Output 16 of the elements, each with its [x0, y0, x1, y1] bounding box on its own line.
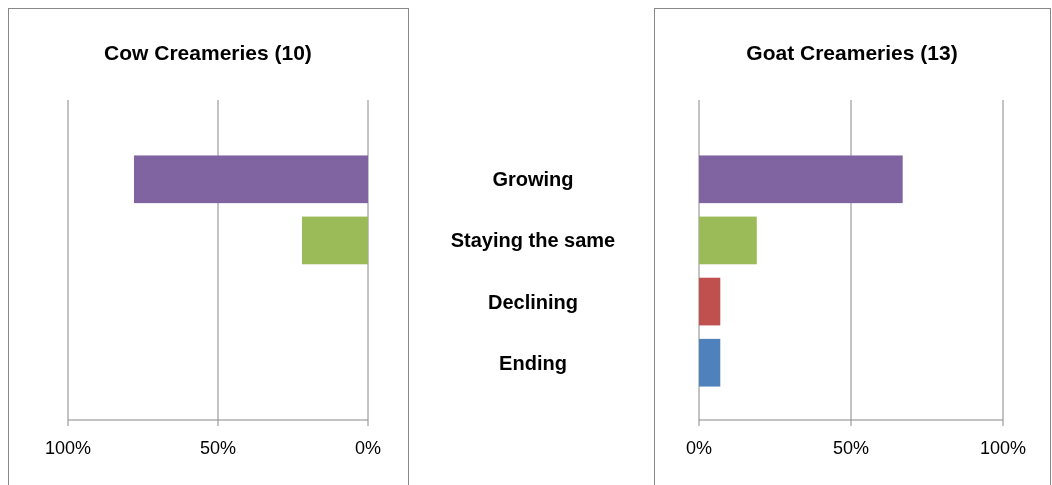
- x-tick-label: 100%: [979, 438, 1027, 458]
- x-tick-label: 0%: [685, 438, 713, 458]
- x-tick-label: 50%: [832, 438, 870, 458]
- bar: [699, 155, 903, 204]
- bar: [699, 277, 721, 326]
- y-tick-label: Ending: [499, 351, 567, 374]
- y-tick-label: Staying the same: [450, 229, 616, 252]
- chart-title: Cow Creameries (10): [104, 41, 312, 64]
- x-tick-label: 50%: [199, 438, 237, 458]
- y-tick-label: Declining: [487, 290, 579, 313]
- y-tick-label: Growing: [492, 168, 574, 191]
- x-tick-label: 0%: [354, 438, 382, 458]
- bar: [699, 216, 757, 265]
- x-tick-label: 100%: [44, 438, 92, 458]
- bar: [699, 338, 721, 387]
- chart-title: Goat Creameries (13): [746, 41, 958, 64]
